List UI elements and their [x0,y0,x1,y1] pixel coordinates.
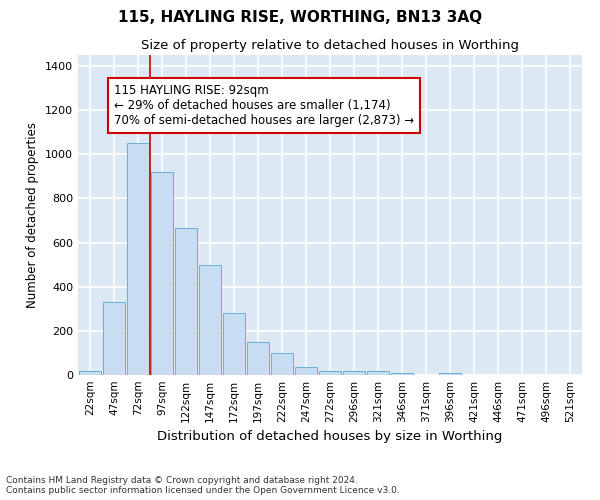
Bar [127,144,149,375]
Y-axis label: Number of detached properties: Number of detached properties [26,122,40,308]
Text: 115 HAYLING RISE: 92sqm
← 29% of detached houses are smaller (1,174)
70% of semi: 115 HAYLING RISE: 92sqm ← 29% of detache… [114,84,414,126]
Bar [247,342,269,375]
Bar [343,370,365,375]
Bar [319,370,341,375]
Bar [175,228,197,375]
Bar [103,302,125,375]
Bar [439,373,461,375]
Bar [223,313,245,375]
X-axis label: Distribution of detached houses by size in Worthing: Distribution of detached houses by size … [157,430,503,444]
Bar [199,264,221,375]
Bar [295,366,317,375]
Bar [367,371,389,375]
Bar [151,172,173,375]
Title: Size of property relative to detached houses in Worthing: Size of property relative to detached ho… [141,40,519,52]
Bar [391,373,413,375]
Bar [79,370,101,375]
Text: 115, HAYLING RISE, WORTHING, BN13 3AQ: 115, HAYLING RISE, WORTHING, BN13 3AQ [118,10,482,25]
Text: Contains HM Land Registry data © Crown copyright and database right 2024.
Contai: Contains HM Land Registry data © Crown c… [6,476,400,495]
Bar [271,353,293,375]
